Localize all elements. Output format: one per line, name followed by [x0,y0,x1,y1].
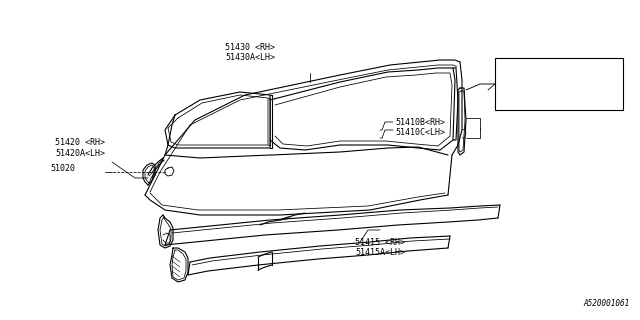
Text: 51430 <RH>
51430A<LH>: 51430 <RH> 51430A<LH> [225,43,275,62]
Text: A520001061: A520001061 [584,299,630,308]
Text: 51410B<RH>
51410C<LH>: 51410B<RH> 51410C<LH> [395,118,445,137]
Text: 51415 <RH>
51415A<LH>: 51415 <RH> 51415A<LH> [355,238,405,257]
Bar [495,58,623,110]
Text: 51410 <RH>
51410A<LH>
(9705-9806): 51410 <RH> 51410A<LH> (9705-9806) [500,65,555,95]
Text: 51420 <RH>
51420A<LH>: 51420 <RH> 51420A<LH> [55,138,105,158]
Text: 51020: 51020 [50,164,75,172]
